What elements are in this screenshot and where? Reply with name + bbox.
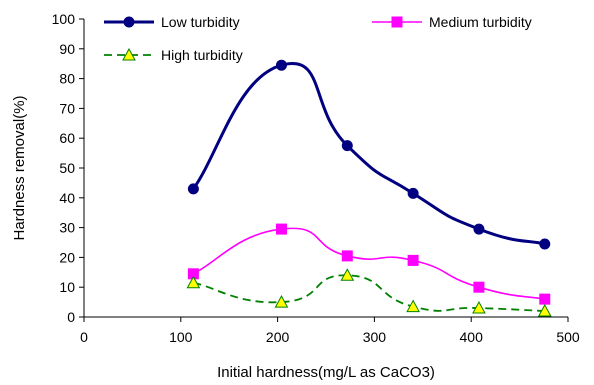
x-tick-label: 100 [169, 329, 193, 345]
high-turbidity-series [186, 268, 552, 317]
y-axis-title: Hardness removal(%) [11, 95, 28, 240]
low-turbidity-point [407, 187, 419, 199]
medium-turbidity-point [473, 281, 485, 293]
legend-item-high-turbidity: High turbidity [104, 47, 243, 63]
legend-item-low-turbidity: Low turbidity [104, 14, 240, 30]
y-tick-label: 60 [59, 130, 75, 146]
low-turbidity-series [187, 59, 551, 250]
legend-label: Low turbidity [161, 14, 240, 30]
high-turbidity-point [537, 303, 552, 317]
medium-turbidity-point [539, 293, 551, 305]
low-turbidity-point [275, 59, 287, 71]
medium-turbidity-point [407, 254, 419, 266]
high-turbidity-line [193, 274, 545, 312]
x-tick-label: 400 [460, 329, 484, 345]
y-axis-ticks: 0 10 20 30 40 50 60 70 80 90 100 [52, 11, 84, 325]
legend-label: Medium turbidity [429, 14, 532, 30]
low-turbidity-point [473, 223, 485, 235]
y-tick-label: 90 [59, 41, 75, 57]
legend-item-medium-turbidity: Medium turbidity [372, 14, 532, 30]
x-tick-label: 0 [80, 329, 88, 345]
legend-low-turbidity-point [123, 16, 135, 28]
high-turbidity-point [406, 299, 420, 313]
y-tick-label: 50 [59, 160, 75, 176]
y-tick-label: 70 [59, 100, 75, 116]
y-tick-label: 100 [52, 11, 76, 27]
y-tick-label: 40 [59, 190, 75, 206]
x-tick-label: 200 [266, 329, 290, 345]
low-turbidity-point [187, 183, 199, 195]
low-turbidity-line [192, 61, 546, 246]
high-turbidity-point [274, 295, 289, 308]
y-tick-label: 20 [59, 249, 75, 265]
legend-medium-turbidity-point [391, 16, 403, 28]
legend-high-turbidity-point [122, 47, 136, 61]
low-turbidity-point [539, 238, 551, 250]
series-layer [186, 59, 552, 317]
x-tick-label: 500 [556, 329, 580, 345]
medium-turbidity-line [193, 227, 545, 300]
legend-label: High turbidity [161, 47, 243, 63]
y-tick-label: 30 [59, 220, 75, 236]
high-turbidity-point [472, 301, 486, 314]
medium-turbidity-series [187, 223, 551, 305]
high-turbidity-point [186, 275, 201, 289]
y-tick-label: 10 [59, 279, 75, 295]
x-axis-title: Initial hardness(mg/L as CaCO3) [217, 364, 435, 381]
y-tick-label: 80 [59, 71, 75, 87]
x-tick-label: 300 [363, 329, 387, 345]
medium-turbidity-point [341, 250, 353, 262]
high-turbidity-point [340, 268, 355, 281]
plot-area: 0 100 200 300 400 500 0 10 20 30 40 50 60 70 80 90 100 [52, 11, 580, 345]
legend: Low turbidity Medium turbidity High turbid… [104, 14, 532, 63]
low-turbidity-point [341, 140, 353, 152]
y-tick-label: 0 [67, 309, 75, 325]
x-axis-ticks: 0 100 200 300 400 500 [80, 317, 580, 345]
medium-turbidity-point [275, 223, 287, 235]
